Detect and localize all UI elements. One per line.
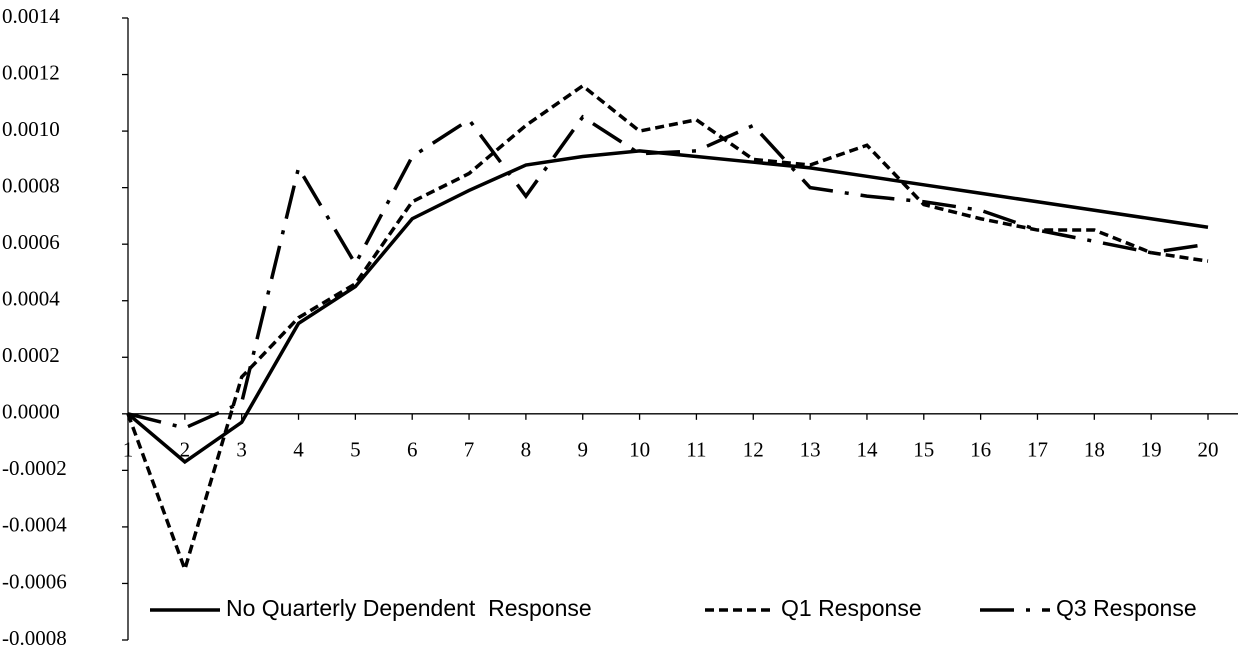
y-tick-label: -0.0006: [2, 569, 67, 593]
y-tick-label: 0.0002: [2, 343, 60, 367]
y-tick-label: 0.0010: [2, 117, 60, 141]
y-tick-label: 0.0000: [2, 400, 60, 424]
x-tick-label: 11: [686, 438, 706, 462]
y-tick-label: -0.0008: [2, 626, 67, 650]
series-line: [127, 114, 1209, 430]
x-tick-label: 9: [577, 438, 588, 462]
y-tick-label: -0.0002: [2, 456, 67, 480]
x-tick-label: 14: [856, 438, 878, 462]
x-tick-label: 12: [743, 438, 764, 462]
y-tick-label: 0.0012: [2, 60, 60, 84]
legend-label: Q3 Response: [1056, 595, 1197, 621]
x-tick-label: 17: [1027, 438, 1048, 462]
x-tick-label: 19: [1141, 438, 1162, 462]
x-tick-label: 3: [236, 438, 247, 462]
x-tick-label: 13: [800, 438, 821, 462]
x-tick-label: 1: [123, 438, 134, 462]
x-tick-label: 6: [407, 438, 418, 462]
x-tick-label: 15: [913, 438, 934, 462]
x-tick-label: 8: [521, 438, 532, 462]
y-tick-label: 0.0006: [2, 230, 60, 254]
x-tick-label: 18: [1084, 438, 1105, 462]
x-tick-label: 7: [464, 438, 475, 462]
x-tick-label: 20: [1198, 438, 1219, 462]
x-tick-label: 2: [180, 438, 191, 462]
y-tick-label: 0.0004: [2, 287, 60, 311]
legend-label: No Quarterly Dependent Response: [226, 595, 592, 621]
x-tick-label: 5: [350, 438, 361, 462]
x-tick-label: 4: [293, 438, 304, 462]
y-tick-label: -0.0004: [2, 513, 67, 537]
series-line: [126, 83, 1209, 575]
legend-label: Q1 Response: [781, 595, 922, 621]
x-tick-label: 16: [970, 438, 991, 462]
y-tick-label: 0.0008: [2, 173, 60, 197]
y-tick-label: 0.0014: [2, 4, 60, 28]
x-tick-label: 10: [629, 438, 650, 462]
